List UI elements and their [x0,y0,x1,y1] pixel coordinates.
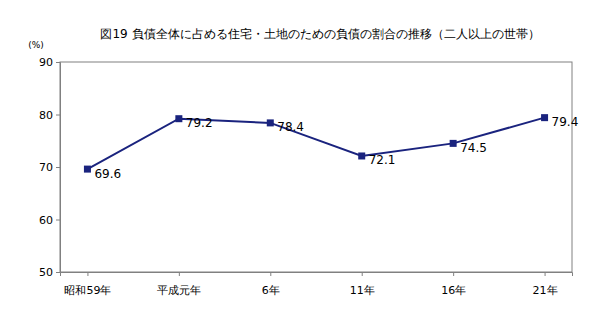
x-tick: 11年 [350,272,375,297]
marker [267,119,274,126]
y-tick-label: 80 [39,109,53,122]
y-tick-mark [56,167,60,168]
x-tick-label: 21年 [533,284,558,297]
x-tick-mark [270,272,271,276]
x-tick: 平成元年 [157,272,201,297]
series [84,114,548,172]
x-tick-label: 11年 [350,284,375,297]
marker [450,140,457,147]
data-label: 72.1 [369,153,396,167]
plot-frame [60,62,572,272]
x-tick-label: 16年 [441,284,466,297]
y-tick: 90 [39,56,60,69]
data-label: 79.2 [186,116,213,130]
x-tick-mark [545,272,546,276]
data-label: 74.5 [460,141,487,155]
x-axis: 昭和59年 平成元年 6年 11年 16年 21年 [61,272,573,297]
line [87,118,544,169]
x-tick: 16年 [441,272,466,297]
data-label: 69.6 [94,167,121,181]
y-tick-label: 50 [39,266,53,279]
x-tick: 昭和59年 [64,272,111,297]
marker [358,152,365,159]
marker [541,114,548,121]
data-label: 79.4 [552,115,579,129]
x-tick-mark [87,272,88,276]
y-tick: 50 [39,266,60,279]
x-axis-line [61,273,573,277]
y-tick-label: 90 [39,56,53,69]
y-tick-mark [56,272,60,273]
marker [175,115,182,122]
x-tick-label: 6年 [262,284,280,297]
y-tick-label: 70 [39,161,53,174]
y-tick: 70 [39,161,60,174]
data-label: 78.4 [277,120,304,134]
y-tick-mark [56,62,60,63]
y-axis-line [56,63,61,273]
y-tick-mark [56,115,60,116]
x-tick-mark [453,272,454,276]
data-labels: 69.6 79.2 78.4 72.1 74.5 79.4 [94,115,578,180]
marker [84,166,91,173]
y-tick: 80 [39,109,60,122]
x-tick: 21年 [533,272,558,297]
x-tick: 6年 [262,272,280,297]
y-axis: 50 60 70 80 90 [39,56,61,279]
plot: 50 60 70 80 90 昭和59年 平成元年 6年 11年 16年 21年 69.6 79.2 78… [39,56,578,297]
title: 図19 負債全体に占める住宅・土地のための負債の割合の推移（二人以上の世帯） [100,27,539,41]
chart: 図19 負債全体に占める住宅・土地のための負債の割合の推移（二人以上の世帯） (%… [0,0,604,334]
x-tick-label: 平成元年 [157,284,201,297]
x-tick-mark [362,272,363,276]
y-axis-label: (%) [28,40,44,50]
x-tick-label: 昭和59年 [64,284,111,297]
y-tick-label: 60 [39,214,53,227]
x-tick-mark [179,272,180,276]
y-tick: 60 [39,214,60,227]
y-tick-mark [56,220,60,221]
